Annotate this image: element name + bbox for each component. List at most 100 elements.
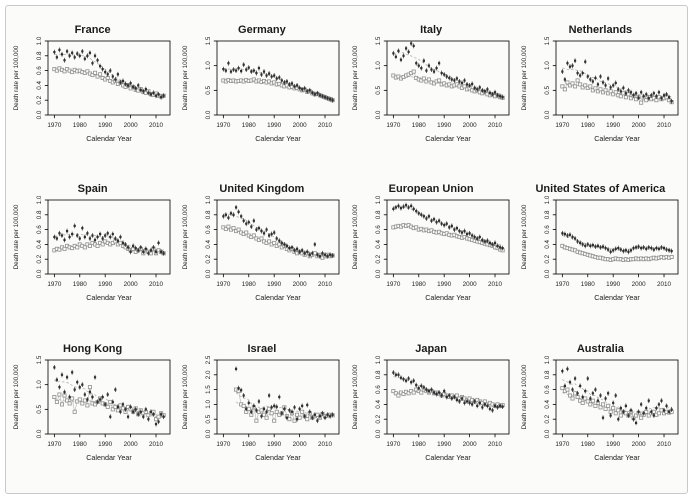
x-tick-label: 2010: [657, 122, 672, 129]
filled-point: [263, 232, 266, 235]
filled-point: [268, 234, 271, 238]
panels-grid: France 0.0 0.2 0.4 0.6 0.8 1.0 1970 1980 1990 200…: [5, 5, 688, 494]
plot-box: [555, 40, 679, 116]
filled-point: [152, 413, 155, 416]
filled-point: [563, 384, 566, 388]
open-point: [578, 398, 583, 403]
panel-title: Germany: [238, 23, 286, 36]
filled-point: [331, 413, 335, 417]
filled-point: [326, 96, 330, 100]
filled-point: [253, 404, 256, 408]
filled-point: [650, 247, 653, 250]
filled-point: [437, 220, 440, 223]
y-tick-label: 1.5: [544, 37, 551, 45]
panel-title: Spain: [77, 183, 108, 196]
open-point: [656, 411, 661, 416]
filled-point: [63, 239, 66, 242]
panel-title: United Kingdom: [219, 183, 305, 196]
x-tick-label: 1990: [606, 281, 621, 288]
filled-point: [662, 247, 665, 250]
filled-point: [445, 396, 448, 399]
filled-point: [584, 60, 587, 63]
x-axis-label: Calendar Year: [425, 293, 471, 302]
filled-point: [452, 79, 456, 82]
filled-point: [614, 394, 617, 397]
filled-point: [63, 58, 66, 62]
open-point: [613, 90, 618, 95]
y-tick-label: 2.0: [205, 370, 212, 379]
filled-point: [571, 64, 574, 67]
filled-point: [61, 373, 64, 377]
panel-title: United States of America: [535, 183, 666, 196]
open-point: [570, 396, 575, 401]
filled-point: [68, 54, 71, 57]
panel-title: European Union: [388, 183, 474, 196]
filled-point: [586, 75, 589, 78]
filled-point: [402, 378, 405, 381]
y-tick-label: 0.5: [375, 85, 382, 94]
y-tick-label: 0.2: [36, 95, 43, 104]
filled-point: [286, 416, 289, 419]
filled-point: [578, 384, 582, 388]
filled-point: [447, 226, 450, 229]
filled-point: [237, 66, 241, 70]
y-tick-label: 0.0: [544, 270, 551, 279]
panel-title: Italy: [420, 23, 443, 36]
open-point: [669, 255, 674, 260]
filled-point: [301, 404, 304, 408]
filled-point: [642, 94, 645, 98]
open-point: [55, 68, 60, 73]
y-tick-label: 0.5: [205, 85, 212, 94]
y-tick-label: 0.8: [36, 51, 43, 60]
filled-point: [58, 48, 61, 51]
filled-point: [622, 410, 625, 414]
filled-point: [561, 232, 564, 235]
x-axis-label: Calendar Year: [256, 293, 302, 302]
filled-point: [655, 407, 658, 410]
x-axis-label: Calendar Year: [256, 453, 302, 462]
filled-point: [622, 250, 625, 253]
filled-point: [463, 401, 466, 405]
filled-point: [270, 75, 274, 78]
filled-point: [491, 409, 494, 412]
filled-point: [432, 218, 435, 221]
filled-point: [58, 386, 61, 389]
open-point: [113, 405, 118, 410]
filled-point: [601, 416, 604, 419]
open-point: [585, 399, 590, 404]
filled-point: [498, 246, 501, 249]
filled-point: [488, 242, 491, 245]
open-point: [567, 393, 572, 398]
filled-point: [291, 246, 294, 249]
filled-point: [589, 245, 592, 248]
open-point: [267, 406, 272, 411]
filled-point: [270, 406, 274, 409]
filled-point: [319, 93, 322, 97]
x-tick-label: 1980: [411, 441, 426, 448]
filled-point: [237, 387, 241, 390]
x-axis-label: Calendar Year: [425, 134, 471, 143]
filled-point: [394, 55, 397, 58]
filled-point: [122, 242, 125, 245]
filled-point: [568, 234, 571, 237]
filled-point: [242, 63, 246, 66]
filled-point: [473, 400, 476, 403]
x-tick-label: 1980: [242, 281, 257, 288]
filled-point: [629, 409, 632, 412]
filled-point: [230, 70, 233, 73]
y-tick-label: 0.8: [205, 210, 212, 219]
open-point: [406, 391, 411, 396]
filled-point: [483, 240, 486, 244]
filled-point: [496, 406, 499, 409]
open-point: [121, 406, 126, 411]
plot-box: [216, 200, 340, 275]
x-tick-label: 2000: [631, 281, 646, 288]
filled-point: [91, 234, 94, 238]
filled-point: [55, 378, 59, 381]
filled-point: [391, 208, 395, 211]
open-point: [247, 406, 252, 411]
filled-point: [127, 246, 130, 249]
filled-point: [260, 73, 263, 76]
open-point: [62, 247, 67, 252]
filled-point: [63, 391, 66, 394]
